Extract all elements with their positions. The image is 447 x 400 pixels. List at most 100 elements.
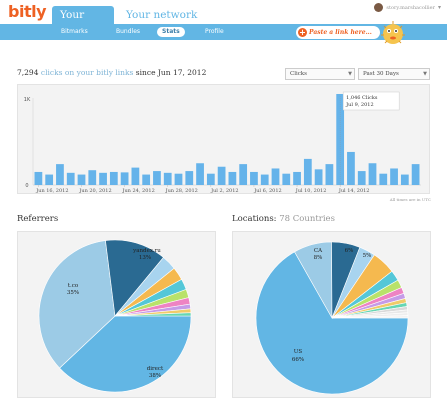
x-tick-label: Jul 6, 2012	[253, 188, 282, 194]
blowfish-mascot-icon	[381, 21, 405, 44]
chart-bar	[260, 174, 269, 185]
chart-bar	[228, 171, 237, 185]
range-select[interactable]: Past 30 Days ▼	[358, 68, 430, 80]
chart-bar	[390, 168, 398, 185]
slice-percent: 66%	[292, 357, 304, 363]
chart-bar	[239, 164, 248, 185]
click-count: 7,294	[17, 68, 39, 77]
pie-slice	[105, 239, 164, 317]
tooltip-box	[342, 91, 400, 111]
chart-bar	[153, 171, 161, 185]
top-bar: bitly Your stuff Your network story.mars…	[0, 0, 447, 40]
chart-bar	[34, 171, 43, 185]
x-tick-label: Jun 20, 2012	[78, 188, 111, 194]
plus-icon: +	[298, 27, 307, 37]
tooltip-date: Jul 9, 2012	[345, 102, 374, 108]
x-tick-label: Jul 2, 2012	[210, 188, 239, 194]
bitly-logo[interactable]: bitly	[8, 2, 47, 21]
chart-bar	[45, 174, 54, 185]
slice-percent: 13%	[139, 255, 151, 261]
chart-bar	[250, 171, 258, 185]
since-date: since Jun 17, 2012	[135, 68, 207, 77]
slice-label: CA	[314, 248, 323, 254]
chart-bar	[379, 173, 388, 185]
chart-bar	[77, 174, 86, 185]
paste-link-button[interactable]: + Paste a link here...	[296, 26, 380, 39]
subnav-stats[interactable]: Stats	[157, 27, 185, 37]
avatar	[374, 3, 384, 12]
locations-pie-chart: US 66% CA8% 6% 5%	[255, 241, 409, 395]
y-tick-label: 0	[25, 183, 28, 189]
chart-bar	[314, 169, 323, 185]
countries-count: 78 Countries	[279, 214, 335, 224]
y-tick-label: 1K	[24, 97, 31, 103]
pie-slice	[255, 251, 409, 395]
referrers-title: Referrers	[17, 214, 59, 224]
tooltip-value: 1,046 Clicks	[346, 95, 378, 101]
chart-bar	[56, 164, 64, 185]
chart-bar	[271, 168, 280, 185]
clicks-bar-chart: 1K 0 Jun 16, 2012 Jun 20, 2012 Jun 24, 2012 J…	[24, 91, 421, 194]
chart-bar	[196, 163, 204, 185]
chart-bar	[185, 171, 194, 185]
timezone-note: All times are in UTC	[389, 197, 431, 202]
slice-percent: 8%	[314, 255, 323, 261]
slice-percent: 38%	[149, 373, 161, 379]
chart-bar	[336, 93, 345, 185]
range-select-value: Past 30 Days	[363, 71, 399, 77]
chevron-down-icon: ▼	[423, 71, 427, 77]
user-menu[interactable]: story.marshacollier ▾	[374, 3, 441, 12]
chart-bar	[368, 163, 377, 185]
pie-slice	[114, 312, 192, 317]
chart-bar	[120, 172, 129, 185]
slice-label: yandex.ru	[132, 248, 161, 254]
chart-bar	[88, 170, 97, 185]
locations-title-label: Locations:	[232, 214, 277, 224]
slice-percent: 5%	[363, 253, 372, 259]
metric-select-value: Clicks	[290, 71, 307, 77]
chart-bar	[282, 173, 291, 185]
stats-summary: 7,294 clicks on your bitly links since J…	[17, 68, 206, 77]
pie-slice	[331, 315, 409, 319]
chart-bar	[131, 167, 140, 185]
slice-label: US	[294, 349, 303, 355]
x-tick-label: Jul 14, 2012	[338, 188, 370, 194]
chart-bar	[400, 174, 409, 185]
chart-bar	[357, 171, 366, 185]
subnav-bundles[interactable]: Bundles	[116, 28, 141, 35]
chart-bar	[347, 151, 355, 185]
slice-percent: 35%	[67, 290, 79, 296]
metric-select[interactable]: Clicks ▼	[285, 68, 355, 80]
chart-bar	[325, 164, 334, 185]
chart-bar	[109, 171, 118, 185]
slice-label: t.co	[68, 283, 79, 289]
subnav-bitmarks[interactable]: Bitmarks	[61, 28, 88, 35]
clicks-word: clicks	[40, 68, 63, 77]
links-phrase: on your bitly links	[64, 68, 134, 77]
pie-slice	[59, 315, 192, 393]
tab-your-network[interactable]: Your network	[126, 9, 198, 21]
chart-bar	[174, 173, 183, 185]
subnav-profile[interactable]: Profile	[205, 28, 224, 35]
paste-link-label: Paste a link here...	[309, 29, 372, 36]
chart-bar	[293, 171, 301, 185]
slice-percent: 6%	[345, 248, 354, 254]
pie-slice	[38, 240, 116, 369]
chart-bar	[142, 174, 151, 185]
x-tick-label: Jul 10, 2012	[295, 188, 327, 194]
tab-your-stuff[interactable]: Your stuff	[52, 6, 114, 40]
slice-label: direct	[147, 366, 164, 372]
x-tick-label: Jun 24, 2012	[121, 188, 154, 194]
x-tick-label: Jun 28, 2012	[165, 188, 198, 194]
chart-bar	[411, 164, 420, 185]
chart-bar	[99, 172, 107, 185]
chevron-down-icon: ▼	[348, 71, 352, 77]
x-tick-label: Jun 16, 2012	[35, 188, 68, 194]
chart-bar	[163, 172, 172, 185]
chart-bar	[303, 158, 312, 185]
locations-title: Locations: 78 Countries	[232, 214, 335, 224]
username: story.marshacollier	[386, 4, 435, 11]
chart-bar	[66, 172, 75, 185]
chart-bar	[206, 173, 215, 185]
